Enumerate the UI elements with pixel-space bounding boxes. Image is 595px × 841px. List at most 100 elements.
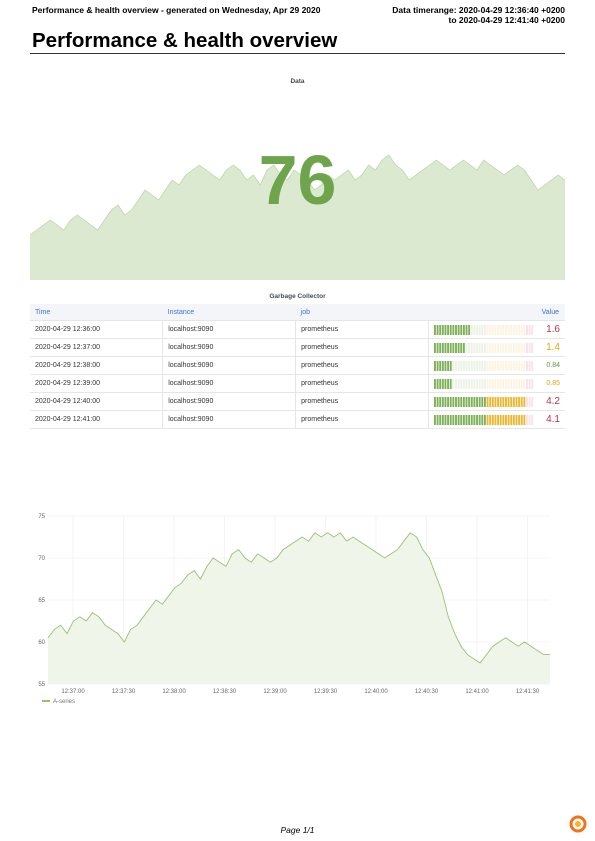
gauge-cell: [441, 360, 444, 371]
gauge-cell: [497, 396, 500, 407]
gauge-cell: [518, 342, 521, 353]
gauge-cell: [439, 342, 442, 353]
gauge-cell: [531, 414, 534, 425]
gauge-cell: [515, 414, 518, 425]
x-tick-label: 12:40:30: [415, 689, 439, 695]
gauge-cell: [486, 342, 489, 353]
cell-time: 2020-04-29 12:38:00: [30, 356, 164, 375]
table-row: 2020-04-29 12:38:00 localhost:9090 prometh…: [30, 356, 565, 375]
gauge-cell: [439, 324, 442, 335]
gauge-cell: [478, 342, 481, 353]
gauge-cell: [491, 396, 494, 407]
gauge-cell: [520, 324, 523, 335]
cell-job: prometheus: [295, 320, 429, 339]
series-line-a: [47, 532, 550, 664]
gauge-cell: [497, 378, 500, 389]
gauge-cell: [526, 378, 528, 389]
bar-gauge: [434, 324, 534, 335]
gauge-cell: [520, 396, 523, 407]
gauge-cell: [518, 414, 521, 425]
gauge-cell: [512, 396, 515, 407]
gauge-cell: [526, 324, 528, 335]
page-title: Performance & health overview: [32, 29, 338, 52]
y-tick-label: 60: [38, 640, 45, 646]
gauge-cell: [444, 342, 447, 353]
gauge-cell: [455, 414, 457, 425]
cell-value: 4.2: [428, 392, 565, 411]
gauge-cell: [507, 324, 510, 335]
column-header-time[interactable]: Time: [30, 304, 163, 321]
series-area: [48, 532, 550, 684]
gauge-cell: [476, 324, 478, 335]
page-number: Page 1/1: [280, 825, 315, 835]
gauge-cell: [518, 396, 521, 407]
table-row: 2020-04-29 12:36:00 localhost:9090 prometh…: [30, 320, 565, 339]
sparkline-area: [30, 155, 565, 280]
gauge-cell: [523, 360, 526, 371]
bar-gauge: [434, 360, 534, 371]
gauge-cell: [462, 342, 465, 353]
gauge-cell: [489, 324, 492, 335]
gauge-cell: [507, 378, 510, 389]
gauge-cell: [499, 360, 502, 371]
column-header-value[interactable]: Value: [428, 304, 565, 321]
gauge-cell: [460, 342, 463, 353]
gauge-cell: [491, 360, 494, 371]
gauge-cell: [510, 360, 513, 371]
gauge-cell: [518, 324, 521, 335]
gauge-cell: [470, 414, 473, 425]
gauge-cell: [483, 414, 486, 425]
gauge-cell: [436, 378, 439, 389]
gauge-cell: [499, 396, 502, 407]
gauge-cell: [473, 414, 476, 425]
gauge-cell: [526, 414, 528, 425]
gauge-cell: [455, 324, 457, 335]
x-tick-label: 12:40:00: [364, 689, 388, 695]
table-row: 2020-04-29 12:41:00 localhost:9090 prometh…: [30, 410, 565, 429]
gauge-cell: [523, 396, 526, 407]
gauge-cell: [452, 414, 455, 425]
gauge-cell: [457, 378, 460, 389]
gauge-cell: [528, 378, 531, 389]
cell-instance: localhost:9090: [162, 410, 297, 429]
gauge-cell: [441, 396, 444, 407]
gauge-cell: [531, 378, 534, 389]
gauge-cell: [468, 342, 471, 353]
legend-series-label[interactable]: A-series: [53, 699, 76, 705]
cell-value: 1.4: [428, 338, 565, 357]
gauge-cell: [518, 378, 521, 389]
y-tick-label: 65: [38, 598, 45, 604]
cell-value: 4.1: [428, 410, 565, 429]
gauge-cell: [515, 396, 518, 407]
gauge-cell: [489, 414, 492, 425]
gauge-cell: [473, 324, 476, 335]
gauge-cell: [520, 414, 523, 425]
gauge-cell: [497, 342, 500, 353]
gauge-cell: [465, 396, 468, 407]
gauge-cell: [481, 360, 484, 371]
gauge-cell: [531, 396, 534, 407]
gauge-cell: [447, 342, 450, 353]
gauge-cell: [494, 342, 497, 353]
gauge-cell: [483, 396, 486, 407]
bar-gauge: [434, 396, 534, 407]
gauge-cell: [457, 342, 460, 353]
gauge-cell: [460, 360, 463, 371]
gauge-cell: [502, 414, 505, 425]
cell-job: prometheus: [295, 338, 429, 357]
column-header-instance[interactable]: Instance: [162, 304, 296, 321]
gauge-cell: [518, 360, 521, 371]
gauge-cell: [462, 360, 465, 371]
gauge-cell: [460, 324, 463, 335]
cell-time: 2020-04-29 12:41:00: [30, 410, 164, 429]
gauge-cell: [478, 396, 481, 407]
x-tick-label: 12:41:30: [516, 689, 540, 695]
gauge-cell: [505, 378, 507, 389]
gauge-cell: [502, 360, 505, 371]
cell-instance: localhost:9090: [162, 392, 297, 411]
gauge-cell: [436, 342, 439, 353]
gauge-cell: [455, 360, 457, 371]
column-header-job[interactable]: job: [295, 304, 429, 321]
gauge-cell: [531, 342, 534, 353]
gauge-cell: [520, 342, 523, 353]
